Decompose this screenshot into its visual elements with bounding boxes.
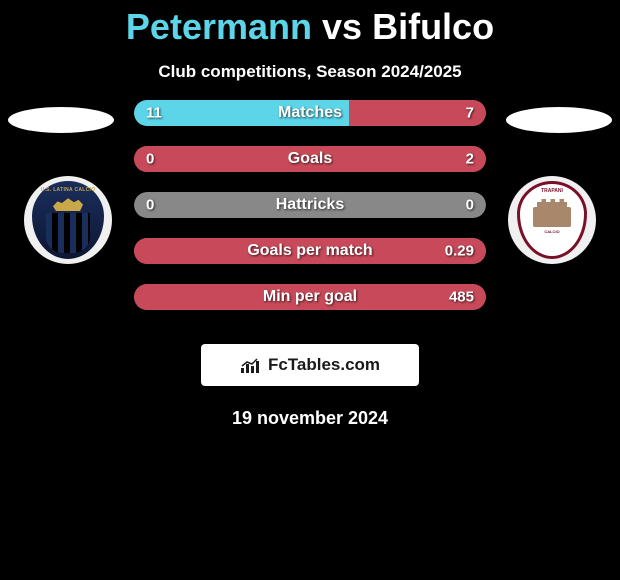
stat-label: Goals per match bbox=[247, 242, 372, 260]
stat-value-right: 0 bbox=[466, 197, 474, 214]
stat-value-right: 485 bbox=[449, 289, 474, 306]
stat-label: Matches bbox=[278, 104, 342, 122]
stat-value-left: 0 bbox=[146, 197, 154, 214]
stat-row: 0 0 Hattricks bbox=[134, 192, 486, 218]
stat-value-right: 0.29 bbox=[445, 243, 474, 260]
left-crest-lion-icon bbox=[53, 195, 83, 211]
competition-subtitle: Club competitions, Season 2024/2025 bbox=[0, 62, 620, 82]
player-left-name: Petermann bbox=[126, 6, 312, 47]
brand-chart-icon bbox=[240, 356, 262, 374]
stat-row: 0.29 Goals per match bbox=[134, 238, 486, 264]
right-player-disc bbox=[506, 107, 612, 133]
left-club-crest: U.S. LATINA CALCIO bbox=[24, 176, 112, 264]
right-crest-tower-icon bbox=[533, 197, 571, 227]
stat-label: Hattricks bbox=[276, 196, 344, 214]
snapshot-date: 19 november 2024 bbox=[0, 408, 620, 429]
stat-row: 485 Min per goal bbox=[134, 284, 486, 310]
right-crest-shield: TRAPANI CALCIO bbox=[517, 181, 587, 259]
player-right-name: Bifulco bbox=[372, 6, 494, 47]
stat-label: Goals bbox=[288, 150, 332, 168]
stat-row: 0 2 Goals bbox=[134, 146, 486, 172]
brand-text: FcTables.com bbox=[268, 355, 380, 375]
stat-row: 11 7 Matches bbox=[134, 100, 486, 126]
left-crest-text: U.S. LATINA CALCIO bbox=[41, 187, 96, 193]
brand-attribution: FcTables.com bbox=[201, 344, 419, 386]
left-crest-shield: U.S. LATINA CALCIO bbox=[32, 181, 104, 259]
left-player-disc bbox=[8, 107, 114, 133]
vs-separator: vs bbox=[322, 6, 362, 47]
right-crest-banner: TRAPANI bbox=[541, 188, 563, 194]
stat-value-left: 11 bbox=[146, 105, 162, 122]
stat-value-right: 7 bbox=[466, 105, 474, 122]
stat-value-left: 0 bbox=[146, 151, 154, 168]
right-crest-subtext: CALCIO bbox=[544, 229, 559, 234]
stat-label: Min per goal bbox=[263, 288, 357, 306]
right-club-crest: TRAPANI CALCIO bbox=[508, 176, 596, 264]
comparison-title: Petermann vs Bifulco bbox=[0, 0, 620, 48]
stat-value-right: 2 bbox=[466, 151, 474, 168]
